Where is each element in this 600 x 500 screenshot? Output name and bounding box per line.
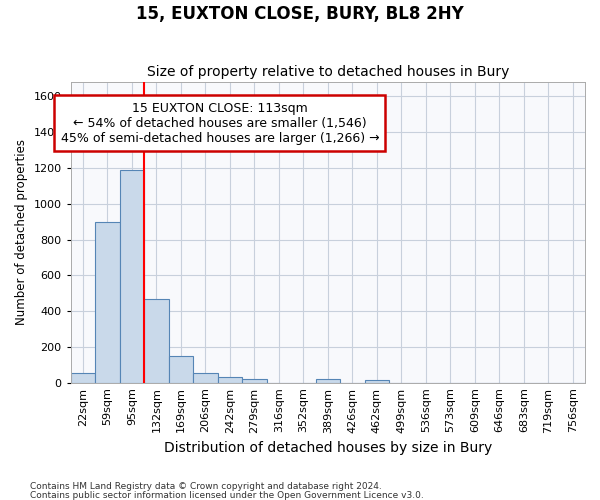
Y-axis label: Number of detached properties: Number of detached properties [15,140,28,326]
Bar [95,222,119,382]
Bar [193,373,218,382]
X-axis label: Distribution of detached houses by size in Bury: Distribution of detached houses by size … [164,441,492,455]
Text: Contains HM Land Registry data © Crown copyright and database right 2024.: Contains HM Land Registry data © Crown c… [30,482,382,491]
Bar [169,356,193,382]
Bar [144,300,169,382]
Text: 15, EUXTON CLOSE, BURY, BL8 2HY: 15, EUXTON CLOSE, BURY, BL8 2HY [136,5,464,23]
Title: Size of property relative to detached houses in Bury: Size of property relative to detached ho… [146,66,509,80]
Bar [242,379,266,382]
Bar [316,379,340,382]
Text: 15 EUXTON CLOSE: 113sqm
← 54% of detached houses are smaller (1,546)
45% of semi: 15 EUXTON CLOSE: 113sqm ← 54% of detache… [61,102,379,144]
Bar [365,380,389,382]
Bar [71,373,95,382]
Bar [119,170,144,382]
Text: Contains public sector information licensed under the Open Government Licence v3: Contains public sector information licen… [30,490,424,500]
Bar [218,378,242,382]
